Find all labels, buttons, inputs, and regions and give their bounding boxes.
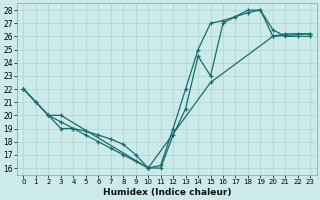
X-axis label: Humidex (Indice chaleur): Humidex (Indice chaleur) bbox=[103, 188, 231, 197]
